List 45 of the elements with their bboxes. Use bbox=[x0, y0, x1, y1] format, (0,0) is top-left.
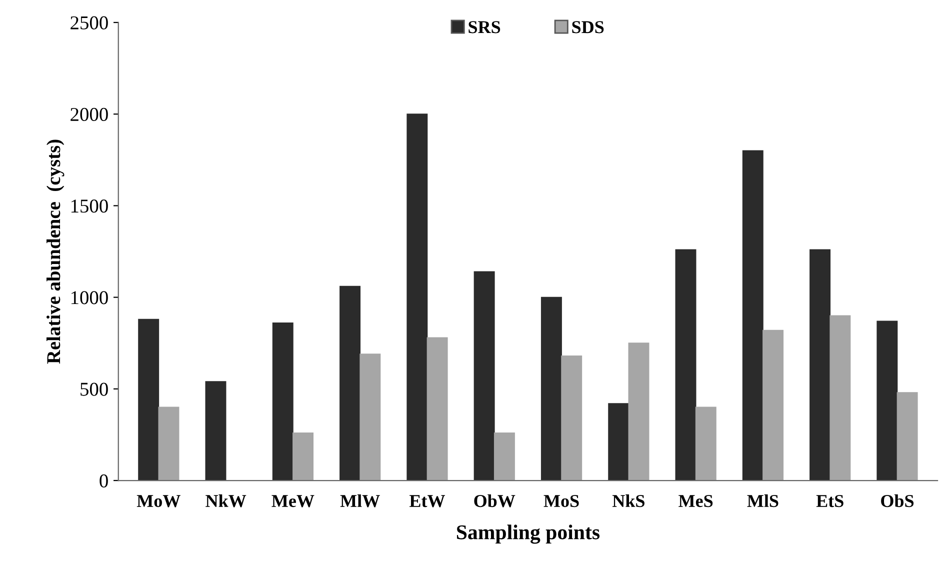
x-tick-label: ObS bbox=[881, 494, 914, 508]
legend-label: SRS bbox=[468, 21, 500, 34]
bar bbox=[360, 354, 381, 481]
bar bbox=[896, 392, 918, 481]
bar bbox=[205, 381, 226, 481]
bar bbox=[292, 432, 314, 481]
x-tick-label: MeS bbox=[678, 494, 713, 508]
x-tick-label: MlS bbox=[747, 494, 778, 508]
x-tick-label: NkS bbox=[612, 494, 644, 508]
bar bbox=[138, 318, 160, 481]
bar bbox=[830, 315, 851, 481]
bar bbox=[158, 406, 180, 481]
y-tick-label: 2500 bbox=[70, 16, 108, 30]
bar bbox=[608, 403, 630, 481]
y-tick-label: 0 bbox=[100, 474, 108, 488]
y-tick-label: 2000 bbox=[70, 108, 108, 122]
x-tick-label: MoS bbox=[544, 494, 579, 508]
bar bbox=[426, 337, 448, 481]
bar bbox=[876, 320, 898, 481]
bar bbox=[340, 286, 361, 481]
x-tick-label: MlW bbox=[340, 494, 380, 508]
y-tick-label: 1000 bbox=[71, 291, 108, 304]
x-tick-label: EtW bbox=[409, 495, 446, 508]
bar bbox=[762, 330, 784, 481]
x-tick-label: MoW bbox=[136, 495, 180, 508]
bar bbox=[272, 322, 294, 481]
bar bbox=[474, 271, 495, 481]
bar bbox=[810, 249, 831, 481]
y-tick-label: 1500 bbox=[71, 200, 108, 213]
bar bbox=[406, 114, 428, 481]
legend-label: SDS bbox=[572, 21, 604, 34]
y-axis-title: Relative abundence (cysts) bbox=[46, 140, 64, 364]
bar bbox=[540, 296, 562, 481]
bar bbox=[675, 249, 696, 481]
x-tick-label: ObW bbox=[474, 494, 516, 508]
x-tick-label: NkW bbox=[206, 494, 246, 508]
y-tick-label: 500 bbox=[80, 382, 108, 396]
bar bbox=[494, 432, 515, 481]
bar bbox=[628, 342, 650, 481]
x-tick-label: EtS bbox=[816, 494, 844, 508]
x-axis-title: Sampling points bbox=[456, 524, 600, 544]
bar bbox=[695, 406, 716, 481]
x-tick-label: MeW bbox=[272, 495, 314, 508]
bar bbox=[561, 356, 582, 481]
bar bbox=[742, 150, 764, 481]
